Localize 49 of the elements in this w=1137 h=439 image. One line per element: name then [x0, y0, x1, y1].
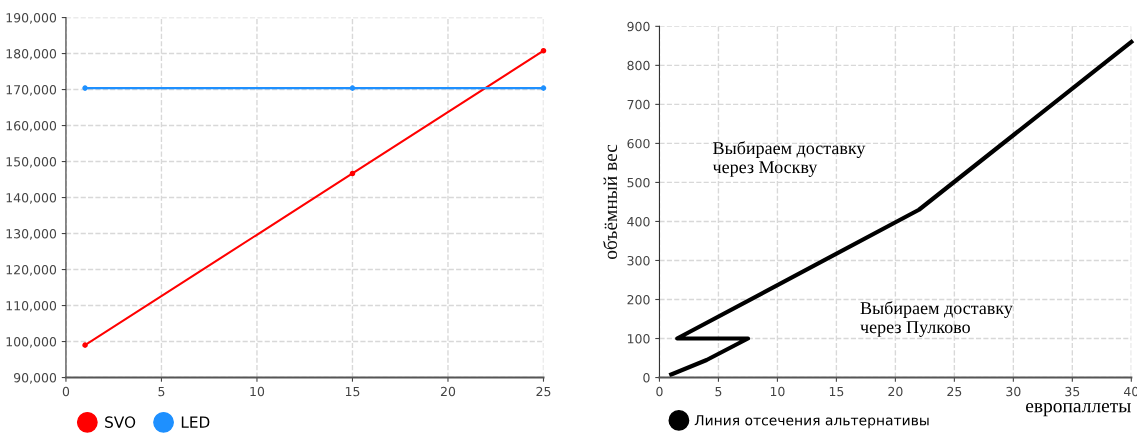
point	[349, 85, 356, 91]
y-tick-label: 600	[627, 138, 650, 149]
x-tick-label: 5	[158, 386, 165, 397]
y-axis-title: объёмный вес	[602, 144, 618, 260]
x-tick-label: 25	[947, 386, 962, 397]
point	[349, 170, 356, 177]
y-tick-label: 110,000	[6, 301, 57, 312]
y-tick-label: 0	[643, 373, 650, 383]
y-tick-label: 400	[627, 216, 650, 227]
y-tick-label: 900	[627, 21, 650, 32]
y-tick-label: 300	[627, 255, 650, 266]
x-tick-label: 25	[536, 386, 551, 397]
x-axis-title: европаллеты	[1026, 402, 1131, 417]
y-tick-label: 200	[627, 294, 650, 305]
point	[540, 47, 547, 54]
y-tick-label: 90,000	[13, 373, 57, 384]
legend-label: Линия отсечения альтернативы	[694, 415, 929, 429]
x-tick-label: 35	[1065, 386, 1080, 397]
x-tick-label: 10	[770, 386, 785, 397]
x-tick-label: 15	[829, 386, 844, 397]
y-tick-label: 180,000	[6, 49, 57, 60]
y-tick-label: 800	[627, 60, 650, 71]
y-tick-label: 190,000	[6, 13, 57, 24]
x-tick-label: 10	[250, 386, 265, 397]
y-tick-label: 100	[627, 333, 650, 344]
legend-label: SVO	[105, 416, 136, 428]
y-tick-label: 150,000	[6, 157, 57, 168]
point	[82, 85, 88, 91]
annotation: Выбираем доставку через Пулково	[860, 301, 1013, 337]
y-tick-label: 130,000	[6, 229, 57, 240]
x-tick-label: 15	[345, 386, 360, 397]
x-tick-label: 0	[62, 386, 70, 397]
y-tick-label: 100,000	[6, 337, 57, 348]
y-tick-label: 170,000	[6, 85, 57, 96]
line-series	[669, 39, 1134, 377]
x-tick-label: 20	[888, 386, 903, 397]
x-tick-label: 30	[1006, 386, 1021, 397]
x-tick-label: 20	[440, 386, 456, 397]
annotation: Выбираем доставку через Москву	[712, 141, 866, 177]
y-tick-label: 700	[627, 99, 650, 110]
y-tick-label: 120,000	[6, 265, 57, 276]
point	[82, 342, 88, 348]
y-tick-label: 500	[627, 177, 650, 188]
x-tick-label: 5	[715, 386, 722, 397]
x-tick-label: 0	[656, 386, 663, 397]
point	[540, 85, 547, 91]
legend-label: LED	[181, 416, 210, 428]
y-tick-label: 140,000	[6, 193, 57, 204]
y-tick-label: 160,000	[6, 121, 57, 132]
